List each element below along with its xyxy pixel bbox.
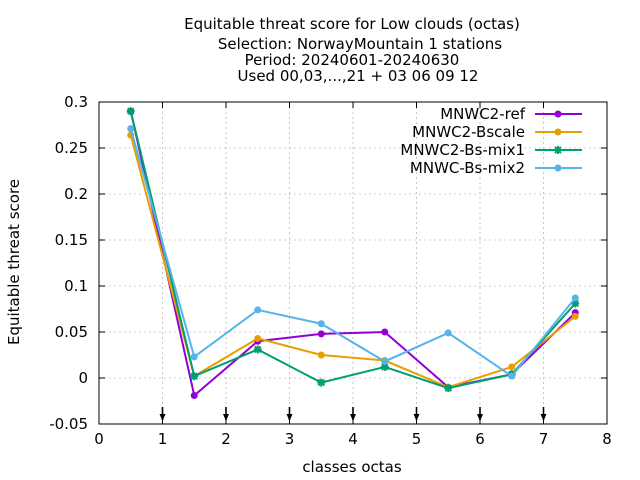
- arrow-marker: [413, 407, 420, 421]
- arrow-marker: [286, 407, 293, 421]
- data-point: [554, 110, 562, 118]
- series-line: [129, 110, 576, 390]
- star-stroke: [554, 146, 562, 154]
- legend-entry: MNWC2-ref: [440, 105, 582, 123]
- x-tick-label: 1: [158, 430, 168, 448]
- data-point: [253, 345, 262, 354]
- x-tick-label: 2: [221, 430, 231, 448]
- arrow-marker: [350, 407, 356, 421]
- class-boundary-markers: [159, 407, 547, 421]
- x-tick-label: 6: [475, 430, 485, 448]
- series-line: [129, 134, 576, 389]
- data-point: [381, 357, 389, 365]
- y-tick-label: 0.1: [64, 277, 88, 295]
- series-line: [129, 128, 577, 378]
- data-point: [508, 363, 516, 371]
- star-stroke: [381, 363, 389, 371]
- legend-label: MNWC2-Bscale: [412, 123, 525, 141]
- y-axis-label: Equitable threat score: [5, 179, 23, 345]
- arrow-head: [286, 414, 293, 421]
- title-line-2: Selection: NorwayMountain 1 stations: [218, 35, 502, 53]
- star-stroke: [254, 345, 262, 354]
- legend: MNWC2-refMNWC2-BscaleMNWC2-Bs-mix1MNWC-B…: [400, 105, 582, 177]
- data-point: [317, 330, 325, 338]
- arrow-marker: [477, 407, 483, 421]
- data-point: [554, 164, 562, 172]
- y-tick-label: 0.25: [55, 139, 88, 157]
- data-point: [554, 128, 562, 136]
- x-tick-label: 3: [285, 430, 295, 448]
- y-tick-label: 0.3: [64, 93, 88, 111]
- x-tick-label: 7: [539, 430, 549, 448]
- arrow-head: [159, 414, 166, 421]
- title-line-3: Period: 20240601-20240630: [245, 51, 460, 69]
- data-point: [190, 353, 198, 361]
- y-tick-label: 0: [78, 369, 88, 387]
- data-point: [571, 312, 579, 320]
- arrow-head: [540, 414, 547, 421]
- arrow-marker: [159, 407, 166, 421]
- x-tick-label: 5: [412, 430, 422, 448]
- star-stroke: [571, 299, 579, 308]
- chart-title: Equitable threat score for Low clouds (o…: [184, 15, 520, 85]
- series-group: [126, 107, 580, 399]
- data-point: [254, 306, 262, 314]
- data-point: [317, 351, 325, 359]
- arrow-marker: [540, 407, 547, 421]
- data-point: [190, 372, 199, 381]
- grid: [99, 102, 607, 424]
- title-line-4: Used 00,03,...,21 + 03 06 09 12: [238, 67, 479, 85]
- y-tick-label: 0.05: [55, 323, 88, 341]
- data-point: [317, 320, 325, 328]
- arrow-marker: [223, 407, 229, 421]
- data-point: [127, 125, 135, 133]
- data-point: [380, 362, 389, 371]
- data-point: [317, 378, 326, 387]
- title-line-1: Equitable threat score for Low clouds (o…: [184, 15, 520, 33]
- data-point: [126, 107, 135, 116]
- data-point: [381, 328, 389, 336]
- x-tick-label: 4: [348, 430, 358, 448]
- legend-entry: MNWC-Bs-mix2: [410, 159, 582, 177]
- arrow-head: [350, 414, 356, 421]
- arrow-head: [223, 414, 229, 421]
- x-tick-label: 0: [94, 430, 104, 448]
- legend-entry: MNWC2-Bs-mix1: [400, 141, 582, 159]
- legend-entry: MNWC2-Bscale: [412, 123, 582, 141]
- axes: [98, 101, 608, 425]
- y-tick-label: 0.15: [55, 231, 88, 249]
- star-stroke: [127, 107, 135, 115]
- x-axis-label: classes octas: [302, 458, 402, 476]
- data-point: [508, 372, 516, 380]
- y-tick-label: 0.2: [64, 185, 88, 203]
- data-point: [254, 334, 262, 342]
- star-stroke: [190, 372, 198, 380]
- data-point: [554, 146, 562, 154]
- x-tick-label: 8: [602, 430, 612, 448]
- data-point: [571, 294, 579, 302]
- tick-labels: 0 1 2 3 4 5 6 7 8 -0.05 0 0.05 0.1 0.15 0.2 0.25 0.3: [49, 93, 612, 448]
- y-tick-label: -0.05: [49, 415, 88, 433]
- legend-label: MNWC2-Bs-mix1: [400, 141, 525, 159]
- data-point: [444, 384, 453, 393]
- legend-label: MNWC-Bs-mix2: [410, 159, 525, 177]
- arrow-head: [413, 414, 420, 421]
- series-3: [127, 125, 579, 380]
- data-point: [444, 329, 452, 337]
- legend-label: MNWC2-ref: [440, 105, 525, 123]
- star-stroke: [444, 384, 452, 392]
- arrow-head: [477, 414, 483, 421]
- data-point: [190, 391, 198, 399]
- star-stroke: [317, 378, 325, 387]
